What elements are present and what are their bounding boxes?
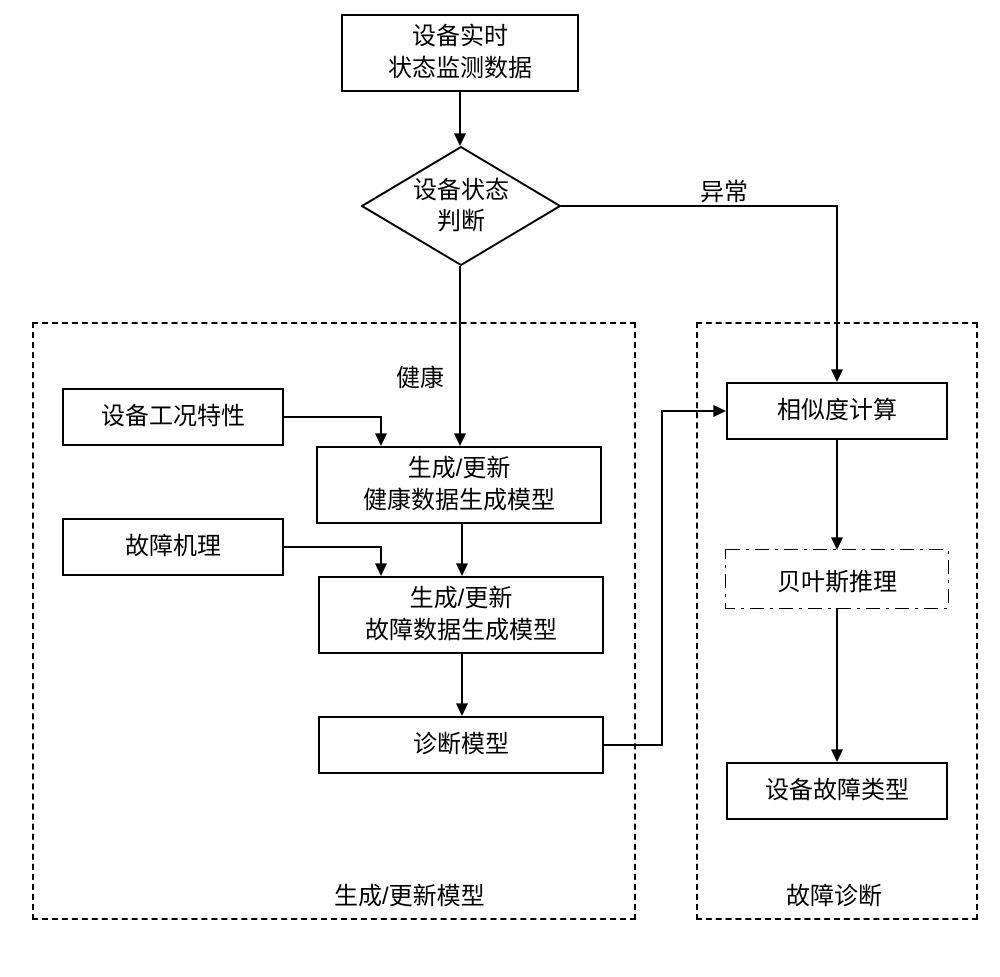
node-label: 生成/更新 故障数据生成模型 [365, 583, 557, 648]
node-realtime-data: 设备实时 状态监测数据 [341, 14, 579, 92]
arrowhead-e_top_dec [454, 133, 466, 146]
node-label: 故障机理 [125, 531, 221, 563]
edge-label-abnormal: 异常 [700, 172, 748, 207]
node-fault-mechanism: 故障机理 [62, 518, 284, 576]
node-label: 贝叶斯推理 [777, 562, 897, 597]
node-label: 诊断模型 [413, 729, 509, 761]
node-generate-health-model: 生成/更新 健康数据生成模型 [316, 446, 602, 524]
node-status-decision: 设备状态 判断 [361, 146, 561, 266]
node-label: 生成/更新 健康数据生成模型 [363, 453, 555, 518]
region-label-generate: 生成/更新模型 [334, 876, 485, 911]
label-text: 健康 [396, 365, 444, 392]
node-label: 设备状态 判断 [413, 175, 509, 237]
node-generate-fault-model: 生成/更新 故障数据生成模型 [318, 576, 604, 654]
label-text: 异常 [700, 179, 748, 206]
label-text: 故障诊断 [786, 883, 882, 910]
node-label: 设备实时 状态监测数据 [388, 21, 532, 86]
node-fault-type: 设备故障类型 [726, 762, 948, 820]
node-label: 相似度计算 [777, 395, 897, 427]
node-bayes-inference: 贝叶斯推理 [726, 550, 948, 608]
node-diagnosis-model: 诊断模型 [318, 716, 604, 774]
region-label-diagnosis: 故障诊断 [786, 876, 882, 911]
node-label: 设备故障类型 [765, 775, 909, 807]
node-label: 设备工况特性 [101, 401, 245, 433]
edge-label-healthy: 健康 [396, 358, 444, 393]
label-text: 生成/更新模型 [334, 883, 485, 910]
diagram-canvas: 设备实时 状态监测数据 设备状态 判断 设备工况特性 生成/更新 健康数据生成模… [0, 0, 1000, 977]
node-similarity-calc: 相似度计算 [726, 382, 948, 440]
node-operating-characteristics: 设备工况特性 [62, 388, 284, 446]
